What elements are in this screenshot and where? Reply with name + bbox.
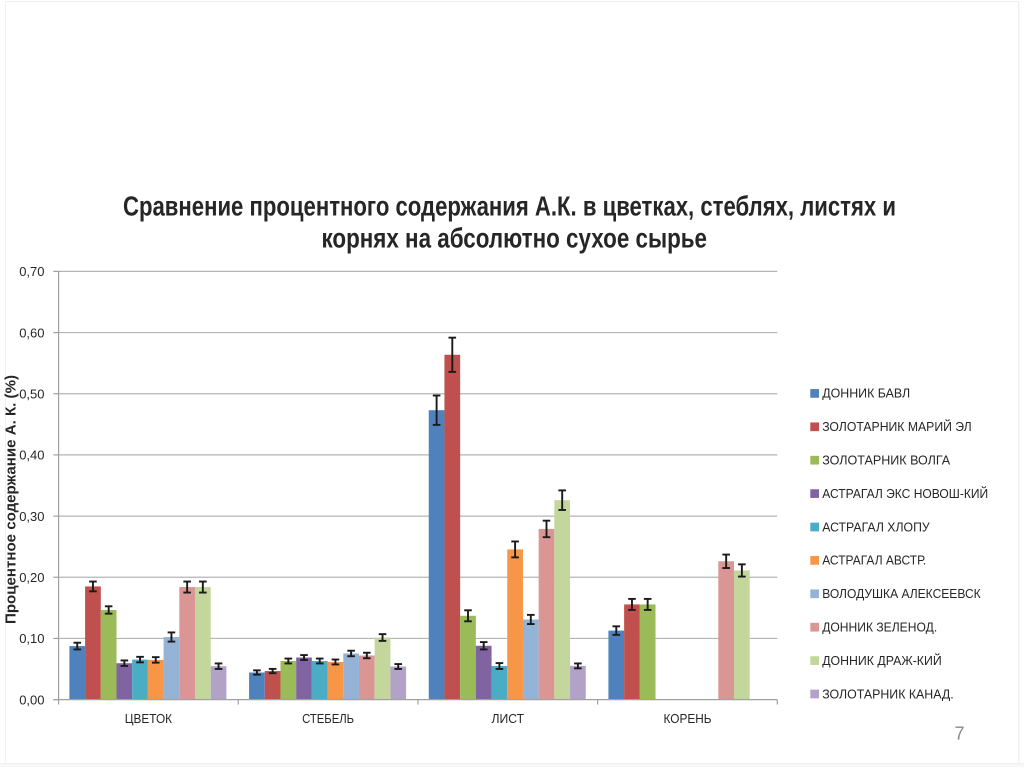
svg-text:0,50: 0,50 <box>19 387 44 402</box>
svg-text:СТЕБЕЛЬ: СТЕБЕЛЬ <box>302 711 354 726</box>
svg-text:ЛИСТ: ЛИСТ <box>492 711 525 726</box>
svg-text:ВОЛОДУШКА АЛЕКСЕЕВСК: ВОЛОДУШКА АЛЕКСЕЕВСК <box>822 586 981 601</box>
svg-text:0,70: 0,70 <box>19 264 44 279</box>
svg-text:0,40: 0,40 <box>19 448 44 463</box>
svg-text:АСТРАГАЛ ХЛОПУ: АСТРАГАЛ ХЛОПУ <box>822 519 930 534</box>
svg-text:АСТРАГАЛ ЭКС НОВОШ-КИЙ: АСТРАГАЛ ЭКС НОВОШ-КИЙ <box>822 486 988 501</box>
svg-text:7: 7 <box>955 724 965 744</box>
svg-text:АСТРАГАЛ АВСТР.: АСТРАГАЛ АВСТР. <box>822 553 926 568</box>
svg-text:ЗОЛОТАРНИК КАНАД.: ЗОЛОТАРНИК КАНАД. <box>822 686 954 701</box>
svg-text:КОРЕНЬ: КОРЕНЬ <box>664 711 712 726</box>
svg-text:ДОННИК ДРАЖ-КИЙ: ДОННИК ДРАЖ-КИЙ <box>822 653 942 668</box>
svg-text:ЗОЛОТАРНИК МАРИЙ ЭЛ: ЗОЛОТАРНИК МАРИЙ ЭЛ <box>822 419 972 434</box>
svg-text:0,60: 0,60 <box>19 325 44 340</box>
svg-text:ДОННИК БАВЛ: ДОННИК БАВЛ <box>822 386 910 401</box>
svg-text:Сравнение процентного содержан: Сравнение процентного содержания А.К. в … <box>123 191 896 222</box>
svg-text:ЗОЛОТАРНИК ВОЛГА: ЗОЛОТАРНИК ВОЛГА <box>822 453 950 468</box>
svg-text:Процентное содержание А. К. (%: Процентное содержание А. К. (%) <box>3 375 20 624</box>
svg-text:корнях на абсолютно сухое сырь: корнях на абсолютно сухое сырье <box>322 223 708 254</box>
svg-text:0,10: 0,10 <box>19 631 44 646</box>
svg-text:0,30: 0,30 <box>19 509 44 524</box>
svg-text:0,20: 0,20 <box>19 570 44 585</box>
svg-text:ЦВЕТОК: ЦВЕТОК <box>125 711 173 726</box>
svg-text:ДОННИК ЗЕЛЕНОД.: ДОННИК ЗЕЛЕНОД. <box>822 620 937 635</box>
svg-text:0,00: 0,00 <box>19 692 44 707</box>
